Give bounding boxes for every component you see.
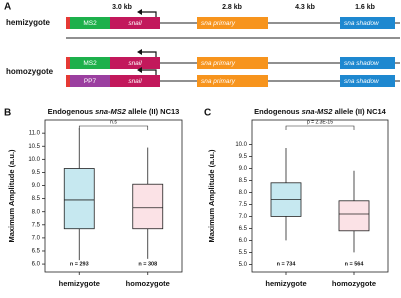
n-label: n = 308 (138, 261, 157, 267)
significance-label: n.s (110, 119, 117, 125)
y-tick-label: 6.5 (32, 249, 41, 255)
x-tick-label: homozygote (126, 279, 170, 288)
y-tick-label: 10.5 (28, 144, 40, 150)
title-part: allele (II) NC14 (332, 107, 386, 116)
significance-label: p = 2.3E-15 (307, 119, 333, 125)
x-tick-label: hemizygote (265, 279, 306, 288)
y-tick-label: 8.5 (32, 196, 41, 202)
title-part: Endogenous (254, 107, 302, 116)
panel-label: A (4, 2, 11, 13)
segment-label: sna shadow (344, 78, 380, 85)
x-tick-label: homozygote (332, 279, 376, 288)
box (63, 168, 95, 230)
y-tick-label: 10.0 (235, 142, 247, 148)
significance-bracket (285, 125, 355, 130)
promoter (66, 57, 70, 69)
title-part: sna-MS2 (95, 107, 127, 116)
gene-segment (340, 75, 395, 87)
segment-label: sna primary (201, 60, 236, 67)
arrow-head (137, 67, 142, 73)
plot-frame (44, 119, 183, 273)
y-tick-label: 5.5 (239, 250, 248, 256)
y-tick-label: 9.0 (239, 166, 248, 172)
panel-label: C (204, 108, 211, 119)
box (338, 200, 370, 232)
segment-label: snail (128, 20, 142, 27)
y-tick-label: 9.5 (239, 154, 248, 160)
y-tick-label: 9.5 (32, 170, 41, 176)
segment-label: sna primary (201, 20, 236, 27)
promoter (66, 17, 70, 29)
segment-label: PP7 (84, 78, 97, 85)
y-axis-label: Maximum Amplitude (a.u.) (207, 149, 216, 243)
chart-title: Endogenous sna-MS2 allele (II) NC14 (254, 107, 387, 116)
title-part: sna-MS2 (302, 107, 334, 116)
y-tick-label: 8.0 (239, 190, 248, 196)
arrow-head (137, 49, 142, 55)
y-tick-label: 8.0 (32, 209, 41, 215)
y-tick-label: 5.0 (239, 262, 248, 268)
y-tick-label: 6.0 (32, 262, 41, 268)
gene-segment (70, 75, 110, 87)
gene-segment (110, 57, 160, 69)
panel-label: B (4, 108, 11, 119)
significance-bracket (78, 125, 149, 130)
box (132, 183, 164, 230)
y-tick-label: 7.5 (239, 202, 248, 208)
n-label: n = 564 (345, 261, 365, 267)
y-tick-label: 7.0 (32, 235, 41, 241)
gene-segment (110, 75, 160, 87)
y-tick-label: 7.0 (239, 214, 248, 220)
chart-title: Endogenous sna-MS2 allele (II) NC13 (48, 107, 180, 116)
segment-label: sna primary (201, 78, 236, 85)
n-label: n = 293 (70, 261, 89, 267)
y-axis-label: Maximum Amplitude (a.u.) (7, 149, 16, 243)
promoter-arrow (142, 69, 157, 75)
segment-label: MS2 (83, 20, 97, 27)
plot-frame (251, 119, 389, 273)
segment-label: sna shadow (344, 20, 380, 27)
title-part: Endogenous (48, 107, 96, 116)
gene-segment (197, 17, 268, 29)
y-tick-label: 8.5 (239, 178, 248, 184)
y-tick-label: 10.0 (28, 157, 40, 163)
distance: 3.0 kb (112, 4, 132, 11)
y-tick-label: 7.5 (32, 222, 41, 228)
gene-segment (340, 57, 395, 69)
y-tick-label: 11.0 (29, 131, 41, 137)
genotype-label: homozygote (6, 67, 54, 76)
distance: 2.8 kb (222, 4, 242, 11)
gene-segment (197, 75, 268, 87)
y-tick-label: 9.0 (32, 183, 41, 189)
distance: 1.6 kb (355, 4, 375, 11)
segment-label: snail (128, 78, 142, 85)
gene-segment (110, 17, 160, 29)
distance: 4.3 kb (295, 4, 315, 11)
segment-label: snail (128, 60, 142, 67)
gene-segment (340, 17, 395, 29)
y-tick-label: 6.5 (239, 226, 248, 232)
y-tick-label: 6.0 (239, 238, 248, 244)
panel-a: A 3.0 kb 2.8 kb 4.3 kb 1.6 kb hemizygote… (4, 2, 400, 76)
gene-segment (70, 57, 110, 69)
promoter (66, 75, 70, 87)
promoter-arrow (142, 11, 157, 17)
arrow-head (137, 9, 142, 15)
segment-label: MS2 (83, 60, 97, 67)
gene-segment (70, 17, 110, 29)
genotype-label: hemizygote (6, 18, 51, 27)
segment-label: sna shadow (344, 60, 380, 67)
n-label: n = 734 (277, 261, 297, 267)
promoter-arrow (142, 51, 157, 57)
title-part: allele (II) NC13 (126, 107, 179, 116)
x-tick-label: hemizygote (59, 279, 100, 288)
gene-segment (197, 57, 268, 69)
